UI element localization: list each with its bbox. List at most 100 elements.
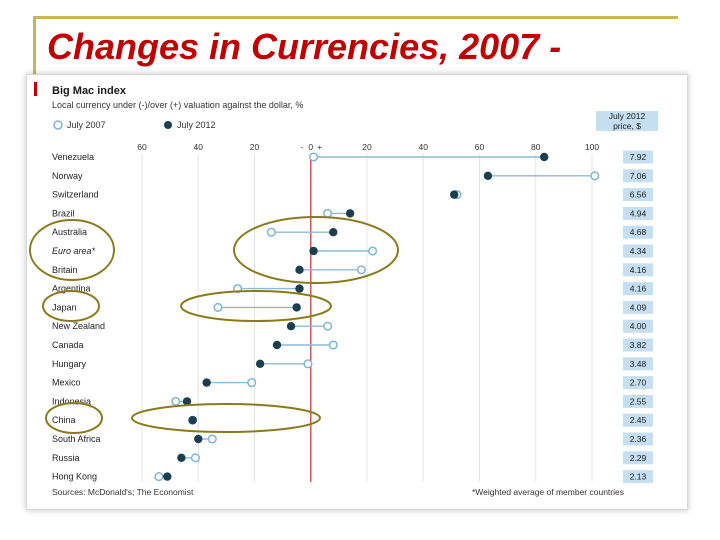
price-box (623, 263, 653, 277)
price-label: 7.06 (630, 171, 647, 181)
legend-label-2007: July 2007 (67, 120, 106, 130)
price-box (623, 282, 653, 296)
x-tick-label: 60 (137, 142, 147, 152)
price-box (623, 357, 653, 371)
price-box (623, 188, 653, 202)
point-2007 (171, 396, 181, 406)
point-2012 (255, 359, 265, 368)
price-header-box (596, 111, 658, 131)
price-label: 4.16 (630, 265, 647, 275)
legend-marker-2007 (53, 120, 63, 130)
point-2012 (182, 397, 192, 406)
highlight-euro-area-label (29, 219, 115, 281)
country-row: Euro area* 4.34 (52, 244, 653, 258)
point-2012 (188, 416, 197, 425)
point-2012 (449, 190, 459, 199)
price-box (623, 451, 653, 465)
price-box (623, 244, 653, 258)
point-2007 (328, 340, 338, 350)
highlight-china-dots (131, 403, 321, 433)
x-tick-label: 40 (194, 142, 204, 152)
highlight-japan-dots (180, 290, 332, 322)
price-label: 6.56 (630, 190, 647, 200)
highlight-china-label (45, 402, 103, 434)
country-label: Brazil (52, 208, 75, 218)
point-2007 (247, 378, 257, 388)
country-rows: Venezuela 7.92 Norway 7.06 Switzerland 6.56 Br… (52, 150, 653, 484)
country-label: Australia (52, 227, 87, 237)
country-row: Australia 4.68 (52, 225, 653, 239)
point-2012 (163, 472, 172, 481)
country-label: Mexico (52, 378, 81, 388)
chart-subtitle: Local currency under (-)/over (+) valuat… (52, 100, 303, 110)
title-accent-vline (33, 16, 36, 86)
price-label: 4.34 (630, 246, 647, 256)
point-2007 (368, 246, 378, 256)
slide-title: Changes in Currencies, 2007 - (47, 26, 562, 67)
price-box (623, 413, 653, 427)
point-2012 (309, 246, 318, 256)
price-box (623, 206, 653, 220)
point-2007 (309, 152, 319, 162)
footnote: *Weighted average of member countries (472, 487, 624, 497)
country-label: Argentina (52, 284, 91, 294)
price-label: 3.48 (630, 359, 647, 369)
country-label: China (52, 415, 76, 425)
point-2012 (345, 209, 355, 218)
chart-title: Big Mac index (52, 85, 127, 97)
point-2007 (266, 227, 276, 237)
country-label: Hungary (52, 359, 87, 369)
gridlines (141, 154, 593, 482)
legend-label-2012: July 2012 (177, 120, 216, 130)
country-label: Hong Kong (52, 472, 97, 482)
price-label: 3.82 (630, 340, 647, 350)
country-row: Britain 4.16 (52, 263, 653, 277)
point-2012 (539, 152, 549, 162)
price-header-line2: price, $ (613, 121, 641, 131)
country-label: Venezuela (52, 152, 94, 162)
country-row: New Zealand 4.00 (52, 319, 653, 333)
point-2012 (286, 322, 296, 331)
point-2012 (272, 340, 282, 350)
country-row: Argentina 4.16 (52, 282, 653, 296)
sources-note: Sources: McDonald's; The Economist (52, 487, 194, 497)
country-row: China 2.45 (52, 413, 653, 427)
country-row: Switzerland 6.56 (52, 188, 653, 202)
country-label: Norway (52, 171, 83, 181)
x-tick-label: 100 (585, 142, 599, 152)
country-label: Switzerland (52, 190, 99, 200)
price-label: 2.45 (630, 415, 647, 425)
x-tick-label: 60 (475, 142, 485, 152)
point-2007 (303, 359, 313, 369)
point-2012 (329, 228, 338, 237)
price-label: 4.16 (630, 284, 647, 294)
country-label: Russia (52, 453, 80, 463)
x-tick-label: 20 (362, 142, 372, 152)
point-2007 (154, 472, 164, 482)
chart-panel (26, 74, 688, 510)
country-label: South Africa (52, 434, 101, 444)
price-box (623, 470, 653, 484)
highlight-euro-area-dots (233, 216, 399, 284)
price-label: 4.00 (630, 321, 647, 331)
price-label: 2.29 (630, 453, 647, 463)
price-label: 2.13 (630, 472, 647, 482)
point-2012 (483, 171, 493, 180)
country-label: Indonesia (52, 396, 91, 406)
price-box (623, 169, 653, 183)
price-label: 4.09 (630, 302, 647, 312)
country-label: New Zealand (52, 321, 105, 331)
point-2007 (207, 434, 217, 444)
country-label: Britain (52, 265, 78, 275)
country-label: Canada (52, 340, 84, 350)
price-label: 2.55 (630, 396, 647, 406)
price-box (623, 225, 653, 239)
x-tick-label: + (317, 142, 322, 152)
point-2012 (177, 453, 186, 462)
point-2007 (356, 265, 366, 275)
x-tick-label: 20 (250, 142, 260, 152)
price-box (623, 394, 653, 408)
point-2007 (590, 171, 600, 181)
x-tick-label: 0 (308, 142, 313, 152)
point-2007 (323, 321, 333, 331)
